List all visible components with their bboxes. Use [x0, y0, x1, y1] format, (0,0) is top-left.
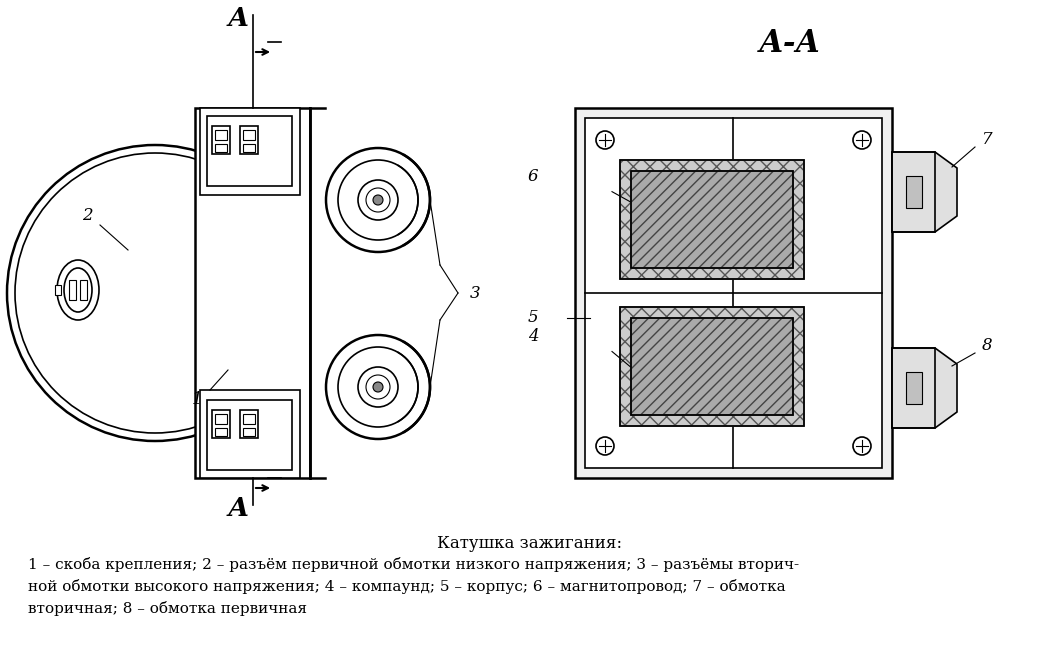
- Text: ной обмотки высокого напряжения; 4 – компаунд; 5 – корпус; 6 – магнитопровод; 7 : ной обмотки высокого напряжения; 4 – ком…: [28, 579, 785, 594]
- Bar: [55, 285, 61, 295]
- Bar: [240, 126, 258, 154]
- Circle shape: [326, 335, 430, 439]
- Bar: [893, 348, 935, 428]
- Text: 4: 4: [528, 328, 538, 345]
- Polygon shape: [893, 348, 957, 428]
- Ellipse shape: [57, 260, 99, 320]
- Circle shape: [358, 180, 398, 220]
- Bar: [215, 428, 227, 436]
- Bar: [212, 126, 230, 154]
- Text: 6: 6: [528, 168, 538, 185]
- Circle shape: [366, 375, 390, 399]
- Bar: [215, 144, 227, 152]
- Bar: [631, 318, 793, 415]
- Circle shape: [15, 153, 295, 433]
- Bar: [207, 400, 292, 470]
- Circle shape: [326, 148, 430, 252]
- Circle shape: [373, 382, 383, 392]
- Text: Катушка зажигания:: Катушка зажигания:: [438, 535, 622, 552]
- Bar: [905, 176, 921, 208]
- Bar: [585, 118, 882, 468]
- Text: 1 – скоба крепления; 2 – разъём первичной обмотки низкого напряжения; 3 – разъём: 1 – скоба крепления; 2 – разъём первично…: [28, 557, 799, 572]
- Polygon shape: [893, 152, 957, 232]
- Bar: [620, 160, 803, 279]
- Text: вторичная; 8 – обмотка первичная: вторичная; 8 – обмотка первичная: [28, 601, 307, 616]
- Bar: [631, 171, 793, 268]
- Circle shape: [853, 131, 871, 149]
- Bar: [893, 152, 935, 232]
- Bar: [215, 130, 227, 140]
- Bar: [893, 348, 935, 428]
- Bar: [200, 390, 300, 478]
- Bar: [212, 410, 230, 438]
- Bar: [207, 116, 292, 186]
- Bar: [243, 428, 255, 436]
- Circle shape: [7, 145, 303, 441]
- Circle shape: [366, 188, 390, 212]
- Ellipse shape: [64, 268, 92, 312]
- Bar: [620, 307, 803, 426]
- Text: 5: 5: [528, 310, 538, 326]
- Text: 2: 2: [82, 206, 92, 223]
- Bar: [243, 414, 255, 424]
- Circle shape: [338, 347, 418, 427]
- Bar: [893, 152, 935, 232]
- Bar: [69, 280, 76, 300]
- Bar: [80, 280, 87, 300]
- Bar: [631, 171, 793, 268]
- Bar: [200, 108, 300, 195]
- Bar: [243, 130, 255, 140]
- Text: 3: 3: [470, 285, 480, 302]
- Circle shape: [596, 131, 614, 149]
- Text: А: А: [227, 5, 249, 30]
- Bar: [243, 144, 255, 152]
- Bar: [240, 410, 258, 438]
- Bar: [215, 414, 227, 424]
- Circle shape: [358, 367, 398, 407]
- Text: 1: 1: [192, 391, 202, 409]
- Bar: [620, 307, 803, 426]
- Circle shape: [338, 160, 418, 240]
- Text: А-А: А-А: [759, 28, 822, 59]
- Bar: [905, 372, 921, 404]
- Circle shape: [853, 437, 871, 455]
- Text: 7: 7: [982, 132, 992, 148]
- Text: А: А: [227, 496, 249, 521]
- Bar: [620, 160, 803, 279]
- Circle shape: [373, 195, 383, 205]
- Bar: [195, 108, 310, 478]
- Text: 8: 8: [982, 337, 992, 355]
- Circle shape: [596, 437, 614, 455]
- Bar: [631, 318, 793, 415]
- Bar: [575, 108, 893, 478]
